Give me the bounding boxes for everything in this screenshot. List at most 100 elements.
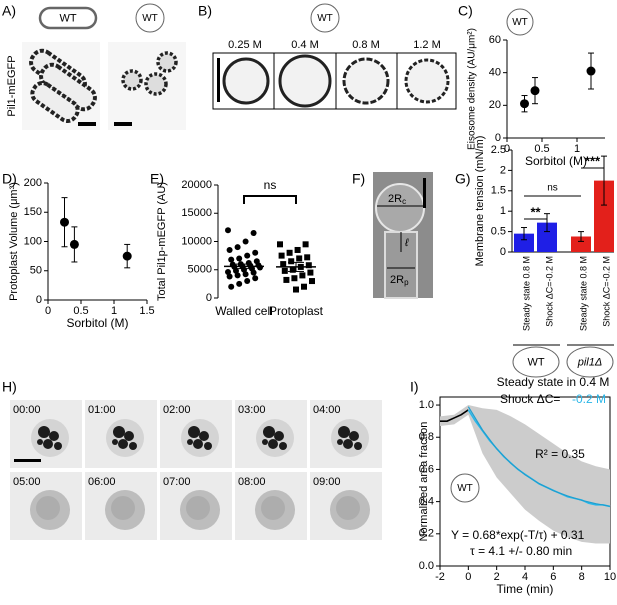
group-icon	[512, 346, 560, 378]
bar	[594, 180, 614, 252]
data-point	[520, 99, 529, 109]
data-point	[233, 267, 239, 274]
panel-b: WT 0.25 M 0.4 M 0.8 M 1.2 M	[212, 3, 457, 110]
strain-label: WT	[317, 13, 333, 24]
data-point	[293, 286, 299, 293]
annotation: Shock ΔC=	[500, 392, 560, 406]
subscript: c	[402, 197, 406, 206]
eisosome-cluster	[43, 439, 53, 449]
dimension-label: 2Rp	[390, 274, 409, 287]
significance-bracket	[243, 195, 297, 204]
data-point	[294, 246, 301, 253]
panel-label: A)	[2, 3, 16, 19]
annotation: ns	[547, 183, 558, 194]
eisosome-cluster	[263, 426, 275, 438]
data-point	[252, 249, 259, 256]
eisosome-cluster	[193, 439, 203, 449]
bar	[537, 222, 557, 252]
cell	[144, 72, 168, 96]
y-tick-label: 2.5	[491, 144, 506, 156]
time-stamp: 09:00	[313, 476, 341, 488]
data-point	[242, 238, 249, 245]
eisosome-cluster	[118, 439, 128, 449]
y-tick-label: 1.0	[419, 399, 434, 411]
y-tick-label: 0	[495, 132, 501, 144]
tile-dividers	[273, 53, 398, 109]
annotation: ***	[585, 153, 601, 168]
y-tick-label: 0.8	[419, 431, 434, 443]
x-axis-title: Time (min)	[497, 582, 554, 596]
data-point	[234, 272, 241, 279]
data-point	[305, 262, 312, 269]
data-point	[250, 269, 257, 276]
eisosome-cluster	[37, 439, 43, 445]
cell	[30, 81, 80, 123]
x-tick-label: 1	[574, 143, 580, 155]
data-point	[122, 251, 132, 261]
time-stamp: 06:00	[88, 476, 116, 488]
eisosome-cluster	[112, 439, 118, 445]
dimension: 2R	[390, 274, 404, 286]
condition-label: 0.4 M	[291, 39, 319, 51]
data-point	[286, 249, 293, 256]
data-point	[244, 252, 251, 259]
x-tick-label: 0	[504, 143, 510, 155]
eisosome-cluster	[343, 439, 353, 449]
x-tick-label: Steady state 0.8 M	[578, 256, 588, 331]
y-tick-label: 150	[24, 206, 42, 218]
x-tick-label: Shock ΔC=-0.2 M	[601, 256, 611, 327]
dimension-label: 2Rc	[388, 193, 406, 206]
x-tick-label: Walled cell	[215, 304, 273, 318]
panel-label: I)	[410, 379, 419, 395]
x-tick-label: Steady state 0.8 M	[521, 256, 531, 331]
dimension-label: ℓ	[404, 237, 409, 249]
cell-texture	[111, 496, 135, 520]
y-tick-label: 0.0	[419, 560, 434, 572]
data-point	[234, 244, 241, 251]
data-point	[291, 275, 298, 282]
eisosome-cluster	[113, 426, 125, 438]
cell	[121, 69, 143, 91]
x-axis-title: Sorbitol (M)	[66, 316, 128, 330]
panel-a: WT WT Pil1-mEGFP	[6, 3, 186, 130]
time-stamp: 07:00	[163, 476, 191, 488]
data-point	[302, 241, 309, 248]
data-point	[288, 258, 295, 265]
y-tick-label: 200	[24, 177, 42, 189]
cell	[156, 51, 178, 73]
eisosome-cluster	[188, 426, 200, 438]
cell	[222, 57, 270, 105]
y-tick-label: 1.5	[491, 185, 506, 197]
annotation: -0.2 M	[572, 392, 606, 406]
x-tick-label: 1.5	[139, 305, 154, 317]
condition-label: 1.2 M	[413, 39, 441, 51]
scale-bar	[78, 122, 96, 126]
scale-bar	[217, 58, 220, 102]
data-point	[228, 283, 235, 290]
eisosome-cluster	[38, 426, 50, 438]
data-point	[252, 275, 259, 282]
protoplasts	[222, 54, 450, 108]
data-point	[226, 273, 233, 280]
data-line	[440, 409, 469, 422]
eisosome-cluster	[337, 439, 343, 445]
y-tick-label: 2	[500, 164, 506, 176]
x-tick-label: 10	[604, 571, 616, 583]
eisosome-cluster	[204, 442, 212, 450]
y-tick-label: 40	[489, 67, 501, 79]
x-tick-label: 1	[111, 305, 117, 317]
data-point	[60, 217, 69, 227]
time-stamp: 00:00	[13, 404, 41, 416]
data-point	[244, 278, 251, 285]
time-stamp: 08:00	[238, 476, 266, 488]
eisosome-cluster	[54, 442, 62, 450]
eisosome-cluster	[124, 431, 134, 441]
x-tick-label: Protoplast	[269, 304, 324, 318]
eisosome-cluster	[274, 431, 284, 441]
annotation: WT	[512, 17, 528, 28]
scale-bar	[114, 122, 132, 126]
x-tick-label: 0	[465, 571, 471, 583]
cell-texture	[36, 496, 60, 520]
y-tick-label: 50	[30, 265, 42, 277]
